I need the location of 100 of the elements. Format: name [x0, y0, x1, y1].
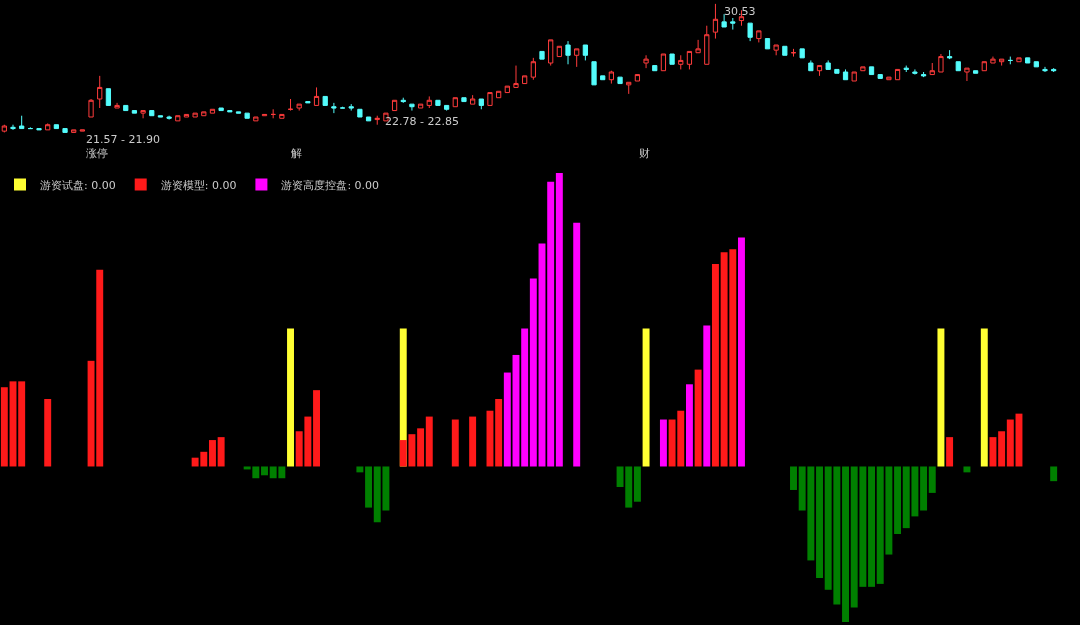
bar [642, 328, 650, 467]
text: 解 [291, 147, 302, 160]
candlestick [946, 49, 953, 60]
candlestick [1007, 56, 1013, 65]
candlestick [201, 111, 207, 117]
candlestick [565, 40, 571, 65]
candlestick [539, 50, 545, 60]
candlestick [773, 44, 779, 56]
bar [313, 390, 320, 467]
candlestick [149, 110, 155, 117]
candlestick [279, 113, 285, 119]
candlestick [157, 115, 164, 118]
candlestick [860, 66, 866, 72]
candlestick [920, 71, 927, 78]
candlestick [1033, 61, 1039, 68]
candlestick [88, 98, 94, 118]
candlestick [808, 59, 814, 72]
bar [989, 437, 997, 467]
candlestick [894, 68, 901, 81]
candlestick [886, 76, 892, 81]
candlestick [877, 74, 883, 79]
candlestick [244, 112, 250, 119]
candlestick [175, 115, 181, 122]
bar [980, 328, 988, 467]
candlestick [816, 65, 823, 77]
candlestick [409, 103, 415, 112]
candlestick [678, 54, 684, 70]
candlestick [851, 71, 857, 82]
bar [365, 466, 373, 508]
candlestick [270, 108, 276, 119]
candlestick [712, 3, 719, 40]
candlestick [617, 76, 623, 85]
candlestick [955, 61, 961, 72]
candlestick [686, 50, 693, 70]
candlestick [1016, 57, 1022, 63]
candlestick [123, 104, 129, 112]
bar [217, 437, 225, 467]
candlestick [643, 54, 649, 69]
candlestick [183, 113, 190, 118]
candlestick [487, 92, 493, 106]
candlestick [591, 61, 597, 86]
candlestick [478, 98, 484, 110]
bar [790, 466, 797, 490]
candlestick [842, 68, 849, 81]
candlestick [417, 103, 424, 109]
bar [555, 172, 563, 467]
bar [928, 466, 936, 493]
candlestick [452, 97, 458, 108]
text: 21.57 - 21.90 [86, 133, 160, 146]
candlestick [166, 115, 172, 121]
candlestick [114, 102, 120, 109]
bar [685, 384, 693, 467]
bar [1050, 466, 1058, 482]
candlestick [400, 97, 406, 104]
candlestick [730, 17, 736, 31]
candlestick [929, 62, 935, 76]
candlestick [79, 129, 86, 132]
candlestick [912, 68, 918, 76]
bar [356, 466, 364, 473]
candlestick [435, 99, 441, 106]
candlestick [756, 30, 762, 43]
candlestick [608, 70, 615, 85]
candlestick [990, 56, 996, 64]
candlestick [972, 70, 979, 74]
candlestick [504, 85, 510, 94]
candlestick [999, 58, 1005, 67]
candlestick [192, 112, 198, 118]
bar [287, 328, 294, 467]
text: 财 [639, 147, 650, 160]
candlestick [981, 61, 987, 72]
candlestick [36, 128, 42, 131]
candlestick [669, 53, 675, 65]
candlestick [1042, 66, 1048, 73]
bar [659, 419, 667, 467]
candlestick [721, 13, 727, 28]
candlestick [1025, 57, 1031, 64]
candlestick [747, 22, 753, 42]
candlestick [470, 94, 476, 105]
bar [261, 466, 268, 476]
candlestick [131, 110, 138, 114]
candlestick [660, 53, 667, 72]
candlestick [97, 75, 103, 109]
bar [868, 466, 876, 587]
bar [694, 369, 702, 467]
bar [573, 222, 581, 467]
candlestick [574, 48, 580, 68]
bar [521, 328, 529, 467]
bar [937, 328, 945, 467]
candlestick [391, 99, 398, 112]
candlestick [348, 103, 354, 112]
candlestick [253, 116, 259, 122]
candlestick [218, 107, 224, 112]
bar [738, 237, 745, 467]
candlestick [548, 39, 554, 67]
candlestick [296, 103, 302, 112]
candlestick [62, 128, 68, 133]
annotation: 22.78 - 22.85 [385, 115, 459, 128]
bar [920, 466, 928, 511]
annotation: 30.53 [724, 5, 756, 18]
candlestick [600, 75, 606, 81]
